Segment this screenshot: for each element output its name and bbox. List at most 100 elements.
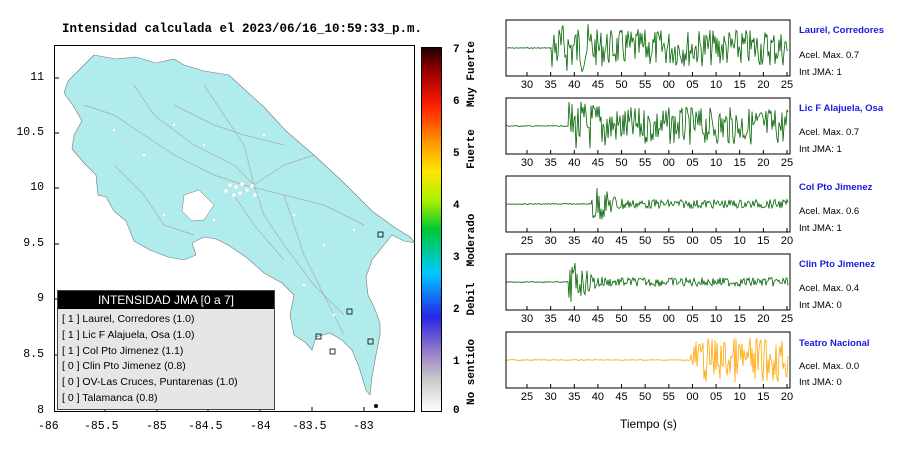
- legend-entry: [ 1 ] Col Pto Jimenez (1.1): [62, 344, 184, 357]
- time-tick-label: 55: [639, 313, 652, 325]
- x-tick-label: -83.5: [292, 420, 327, 433]
- time-tick-label: 10: [733, 391, 746, 403]
- y-tick-label: 10.5: [16, 126, 44, 139]
- time-tick-label: 25: [780, 313, 794, 325]
- waveform-trace: [506, 337, 789, 383]
- legend-entry: [ 0 ] Clin Pto Jimenez (0.8): [62, 360, 186, 373]
- time-tick-label: 50: [639, 235, 652, 247]
- trace-int-jma: Int JMA: 0: [799, 300, 842, 311]
- time-tick-label: 40: [568, 79, 581, 91]
- legend-entry: [ 0 ] Talamanca (0.8): [62, 391, 158, 404]
- time-tick-label: 10: [733, 235, 746, 247]
- waveform-trace: [506, 188, 789, 220]
- colorbar-tick: 4: [453, 200, 460, 212]
- station-marker: [329, 348, 336, 355]
- time-tick-label: 20: [757, 157, 770, 169]
- time-tick-label: 55: [639, 157, 652, 169]
- y-tick-label: 9.5: [23, 237, 44, 250]
- time-tick-label: 40: [568, 157, 581, 169]
- time-tick-label: 35: [544, 157, 557, 169]
- x-tick-label: -86: [38, 420, 59, 433]
- y-tick-label: 8: [37, 404, 44, 417]
- map-title: Intensidad calculada el 2023/06/16_10:59…: [62, 22, 423, 36]
- trace-panel: [505, 331, 791, 389]
- time-tick-label: 15: [733, 157, 746, 169]
- time-tick-label: 00: [662, 313, 675, 325]
- time-tick-label: 30: [520, 79, 534, 91]
- time-tick-label: 55: [662, 391, 675, 403]
- colorbar-tick: 6: [453, 96, 460, 108]
- trace-acel-max: Acel. Max. 0.6: [799, 206, 860, 217]
- waveform-trace: [506, 101, 789, 149]
- intensity-legend: INTENSIDAD JMA [0 a 7] [ 1 ] Laurel, Cor…: [57, 290, 275, 410]
- trace-panel: [505, 19, 791, 77]
- time-tick-label: 25: [780, 79, 794, 91]
- time-tick-label: 05: [686, 157, 699, 169]
- colorbar-descriptor: Fuerte: [466, 129, 478, 169]
- station-marker: [315, 333, 322, 340]
- trace-station-name: Clin Pto Jimenez: [799, 259, 876, 270]
- trace-station-name: Laurel, Corredores: [799, 25, 884, 36]
- time-tick-label: 35: [544, 79, 557, 91]
- time-tick-label: 20: [780, 235, 794, 247]
- station-marker: [367, 338, 374, 345]
- time-tick-label: 30: [520, 313, 534, 325]
- trace-acel-max: Acel. Max. 0.7: [799, 127, 860, 138]
- y-tick-label: 8.5: [23, 348, 44, 361]
- trace-acel-max: Acel. Max. 0.7: [799, 50, 860, 61]
- time-tick-label: 20: [757, 79, 770, 91]
- time-axis-label: Tiempo (s): [620, 417, 677, 431]
- legend-title: INTENSIDAD JMA [0 a 7]: [58, 291, 274, 309]
- y-tick-label: 9: [37, 292, 44, 305]
- seismogram-panels: [505, 19, 791, 389]
- time-tick-label: 10: [709, 157, 723, 169]
- time-tick-label: 45: [591, 157, 605, 169]
- legend-entry: [ 1 ] Laurel, Corredores (1.0): [62, 313, 195, 325]
- y-tick-label: 10: [30, 181, 44, 194]
- colorbar-tick: 5: [453, 148, 460, 160]
- trace-panel: [505, 175, 791, 233]
- x-tick-label: -84.5: [188, 420, 223, 433]
- legend-entry: [ 0 ] OV-Las Cruces, Puntarenas (1.0): [62, 376, 238, 389]
- time-tick-label: 00: [686, 391, 699, 403]
- time-tick-label: 15: [733, 79, 746, 91]
- colorbar-tick: 2: [453, 304, 460, 316]
- trace-station-name: Teatro Nacional: [799, 338, 870, 349]
- time-tick-label: 50: [615, 313, 628, 325]
- trace-acel-max: Acel. Max. 0.4: [799, 283, 860, 294]
- time-tick-label: 50: [615, 157, 628, 169]
- time-tick-label: 40: [591, 391, 605, 403]
- time-tick-label: 30: [544, 391, 557, 403]
- time-tick-label: 05: [709, 235, 723, 247]
- time-tick-label: 05: [686, 313, 699, 325]
- time-tick-label: 50: [615, 79, 628, 91]
- trace-int-jma: Int JMA: 1: [799, 144, 842, 155]
- legend-entry: [ 1 ] Lic F Alajuela, Osa (1.0): [62, 328, 195, 341]
- time-tick-label: 00: [686, 235, 699, 247]
- time-tick-label: 45: [615, 391, 628, 403]
- station-marker: [346, 308, 353, 315]
- time-tick-label: 20: [757, 313, 770, 325]
- time-tick-label: 45: [591, 313, 605, 325]
- time-tick-label: 30: [520, 157, 534, 169]
- time-tick-label: 10: [709, 313, 723, 325]
- x-tick-label: -83: [353, 420, 374, 433]
- time-tick-label: 20: [780, 391, 794, 403]
- colorbar-tick: 0: [453, 405, 460, 417]
- x-tick-label: -85.5: [84, 420, 119, 433]
- time-tick-label: 30: [544, 235, 557, 247]
- time-tick-label: 35: [568, 235, 581, 247]
- time-tick-label: 40: [591, 235, 605, 247]
- time-tick-label: 15: [757, 391, 770, 403]
- trace-panel: [505, 97, 791, 155]
- time-tick-label: 35: [568, 391, 581, 403]
- time-tick-label: 45: [615, 235, 628, 247]
- time-tick-label: 15: [757, 235, 770, 247]
- trace-acel-max: Acel. Max. 0.0: [799, 361, 860, 372]
- time-tick-label: 55: [662, 235, 675, 247]
- colorbar-tick: 7: [453, 44, 460, 56]
- time-tick-label: 00: [662, 157, 675, 169]
- time-tick-label: 35: [544, 313, 557, 325]
- time-tick-label: 25: [520, 235, 534, 247]
- colorbar-tick: 3: [453, 252, 460, 264]
